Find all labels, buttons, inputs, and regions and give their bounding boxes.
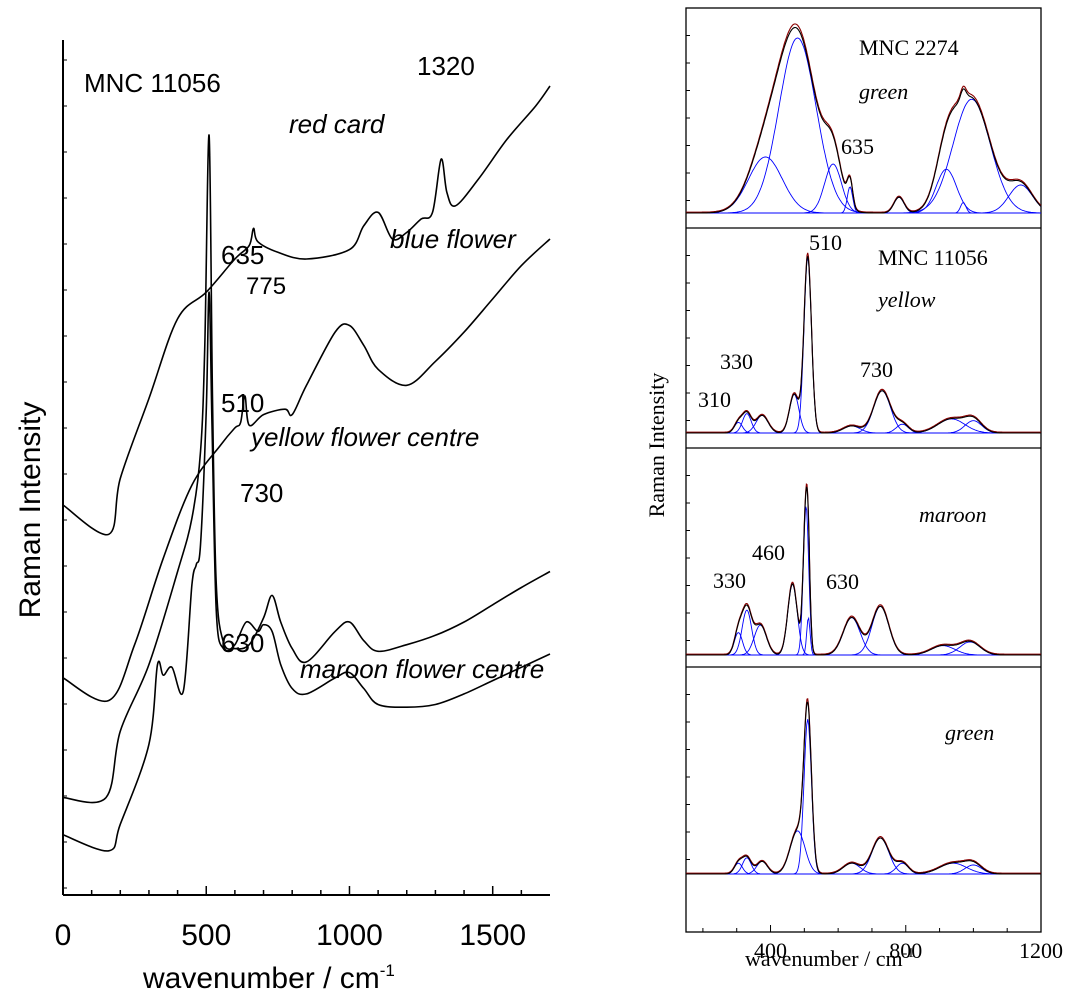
- panel1-label: MNC 2274: [859, 35, 959, 60]
- fit-component-line: [686, 163, 1041, 214]
- right-x-tick-label: 400: [754, 938, 787, 963]
- left-series-group: [62, 85, 551, 852]
- left-y-axis-label: Raman Intensity: [14, 402, 47, 619]
- peak-label-730: 730: [240, 478, 283, 508]
- panel1-peak-635: 635: [841, 134, 874, 159]
- panel2-sublabel: yellow: [876, 287, 936, 312]
- panel-2-fit: [686, 252, 1041, 434]
- left-axes: 0 500 1000 1500: [55, 40, 550, 952]
- fit-sum-line: [686, 256, 1041, 434]
- right-axes: 400 800 1200: [685, 7, 1063, 963]
- left-x-axis-label-sup: -1: [380, 961, 395, 980]
- fit-component-line: [686, 196, 1041, 214]
- fit-component-line: [686, 420, 1041, 434]
- measured-spectrum-line: [686, 698, 1041, 874]
- measured-spectrum-line: [686, 252, 1041, 433]
- peak-label-510: 510: [221, 388, 264, 418]
- fit-component-line: [686, 645, 1041, 656]
- series-line-yellow-flower-centre: [62, 134, 551, 804]
- right-x-tick-label: 800: [889, 938, 922, 963]
- panel2-peak-330: 330: [720, 349, 753, 374]
- fit-component-line: [686, 156, 1041, 214]
- panel3-peak-330: 330: [713, 568, 746, 593]
- right-x-tick-label: 1200: [1019, 938, 1063, 963]
- right-series-group: [686, 23, 1042, 875]
- panel3-sublabel: maroon: [919, 502, 987, 527]
- series-label-yellow-flower-centre: yellow flower centre: [249, 422, 479, 452]
- left-x-axis-label: wavenumber / cm-1: [142, 961, 395, 995]
- left-chart: 0 500 1000 1500 MNC 11056 1320 635 775 510 …: [14, 40, 551, 995]
- panel-1-fit: [686, 23, 1042, 214]
- series-label-maroon-flower-centre: maroon flower centre: [300, 654, 544, 684]
- left-x-axis-label-text: wavenumber / cm: [142, 962, 380, 995]
- right-chart: 400 800 1200 MNC 2274 green 635 MNC 11056 …: [644, 7, 1063, 971]
- series-label-red-card: red card: [289, 109, 386, 139]
- panel4-sublabel: green: [945, 720, 994, 745]
- panel-3-fit: [686, 483, 1041, 656]
- right-x-axis-label-sup: -1: [903, 946, 915, 961]
- panel2-label: MNC 11056: [878, 245, 988, 270]
- right-x-axis-label-text: wavenumber / cm: [745, 946, 903, 971]
- peak-label-635: 635: [221, 240, 264, 270]
- fit-sum-line: [686, 486, 1041, 656]
- fit-sum-line: [686, 26, 1042, 214]
- fit-component-line: [686, 186, 1041, 214]
- peak-label-630: 630: [221, 628, 264, 658]
- left-sample-label: MNC 11056: [84, 68, 221, 98]
- left-x-tick-label: 1500: [459, 919, 526, 952]
- panel-4-fit: [686, 698, 1041, 875]
- fit-sum-line: [686, 701, 1041, 875]
- fit-component-line: [686, 605, 1041, 656]
- panel2-peak-730: 730: [860, 357, 893, 382]
- panel2-peak-510: 510: [809, 230, 842, 255]
- peak-label-775: 775: [246, 273, 286, 300]
- panel2-peak-310: 310: [698, 387, 731, 412]
- fit-component-line: [686, 168, 1041, 214]
- left-x-tick-label: 0: [55, 919, 72, 952]
- series-line-blue-flower: [62, 238, 551, 703]
- left-x-tick-label: 500: [181, 919, 231, 952]
- fit-component-line: [686, 184, 1042, 214]
- panel3-peak-630: 630: [826, 569, 859, 594]
- fit-component-line: [686, 617, 1041, 656]
- fit-component-line: [686, 830, 1041, 875]
- fit-component-line: [686, 837, 1041, 875]
- fit-component-line: [686, 256, 1041, 434]
- fit-component-line: [686, 864, 1041, 875]
- series-line-maroon-flower-centre: [62, 291, 551, 852]
- right-frame: [685, 7, 1042, 933]
- panel3-peak-460: 460: [752, 540, 785, 565]
- fit-component-line: [686, 616, 1041, 656]
- panel1-sublabel: green: [859, 79, 908, 104]
- left-x-tick-label: 1000: [316, 919, 383, 952]
- peak-label-1320: 1320: [417, 51, 475, 81]
- measured-spectrum-line: [686, 483, 1041, 655]
- series-label-blue-flower: blue flower: [390, 224, 517, 254]
- fit-component-line: [686, 37, 1041, 214]
- right-x-axis-label: wavenumber / cm-1: [745, 946, 914, 971]
- series-line-red-card: [62, 85, 551, 536]
- right-y-axis-label: Raman Intensity: [644, 373, 669, 518]
